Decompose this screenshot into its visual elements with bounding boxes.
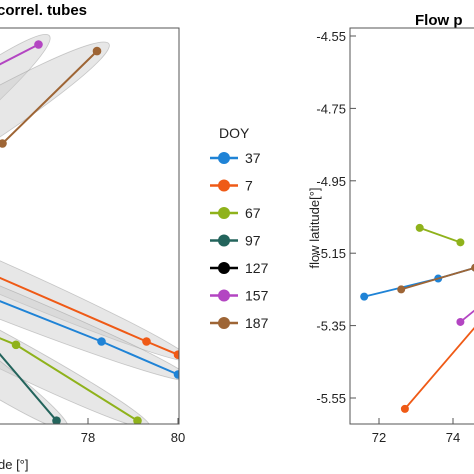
left-data-point-doy-157 <box>34 40 43 49</box>
left-x-tick-label: 78 <box>81 430 95 445</box>
left-data-point-doy-187 <box>0 139 7 148</box>
right-y-ticks: -4.55 -4.75 -4.95 -5.15 -5.35 -5.55 <box>316 29 356 406</box>
left-data-point-doy-67 <box>133 416 142 424</box>
legend-label: 7 <box>245 178 253 194</box>
right-data-point-doy-67 <box>415 223 424 232</box>
legend-items: 37 7 67 97 127 157 187 <box>210 150 269 331</box>
legend-swatch-marker <box>218 234 230 247</box>
correlation-tube <box>0 186 179 382</box>
left-tubes <box>0 33 179 424</box>
legend-swatch-marker <box>218 289 230 302</box>
left-x-ticks: 78 80 <box>81 418 185 445</box>
right-x-tick-label: 72 <box>372 430 386 445</box>
right-data-point-doy-37 <box>360 292 369 301</box>
correlation-tube <box>0 201 151 424</box>
correlation-tube <box>0 41 110 286</box>
left-data-point-doy-37 <box>97 337 106 346</box>
legend-label: 127 <box>245 260 269 276</box>
right-data-point-doy-187 <box>471 263 474 272</box>
legend-swatch-marker <box>218 262 230 274</box>
legend-swatch-marker <box>218 207 230 219</box>
legend-label: 187 <box>245 315 269 331</box>
left-panel: correl. tubes 78 80 de [°] <box>0 2 185 472</box>
right-plot-frame <box>349 27 474 425</box>
left-series-line-doy-157 <box>0 43 39 66</box>
left-data-point-doy-97 <box>52 416 61 424</box>
left-data-point-doy-37 <box>173 370 179 379</box>
left-series-line-doy-97 <box>0 352 58 422</box>
right-data-point-doy-67 <box>456 238 465 247</box>
left-data-point-doy-7 <box>173 350 179 359</box>
legend-label: 37 <box>245 150 261 166</box>
left-series <box>0 40 179 424</box>
right-y-axis-label: flow latitude[°] <box>307 187 322 268</box>
legend-swatch-marker <box>218 179 230 192</box>
right-x-tick-label: 74 <box>446 430 460 445</box>
legend-label: 157 <box>245 288 269 304</box>
left-data-point-doy-7 <box>142 337 151 346</box>
right-x-ticks: 72 74 <box>372 418 460 445</box>
right-panel: Flow p -4.55 -4.75 -4.95 -5.15 -5.35 -5.55 72… <box>307 12 474 445</box>
left-x-tick-label: 80 <box>171 430 185 445</box>
right-series <box>360 223 474 413</box>
left-plot-frame <box>0 27 180 425</box>
right-data-point-doy-7 <box>400 404 409 413</box>
right-series-line-doy-67 <box>419 227 461 244</box>
legend: DOY 37 7 67 97 127 157 187 <box>210 125 269 331</box>
right-y-tick-label: -5.35 <box>316 319 346 334</box>
right-y-tick-label: -4.55 <box>316 29 346 44</box>
legend-label: 67 <box>245 205 261 221</box>
right-series-line-doy-7 <box>404 326 474 410</box>
right-series-line-doy-157 <box>459 309 474 323</box>
right-data-point-doy-157 <box>456 317 465 326</box>
right-y-tick-label: -4.95 <box>316 174 346 189</box>
right-y-tick-label: -5.15 <box>316 246 346 261</box>
legend-label: 97 <box>245 233 261 249</box>
left-data-point-doy-187 <box>92 46 102 56</box>
left-chart-title: correl. tubes <box>0 2 87 19</box>
legend-title: DOY <box>219 125 250 141</box>
right-chart-title: Flow p <box>415 12 463 29</box>
left-data-point-doy-67 <box>11 340 21 350</box>
left-x-axis-label: de [°] <box>0 457 29 472</box>
legend-swatch-marker <box>218 317 230 329</box>
right-data-point-doy-187 <box>397 285 406 294</box>
right-y-tick-label: -4.75 <box>316 101 346 116</box>
right-series-line-doy-187 <box>400 267 474 291</box>
legend-swatch-marker <box>218 152 230 164</box>
right-y-tick-label: -5.55 <box>316 391 346 406</box>
correlation-tube <box>0 33 51 303</box>
